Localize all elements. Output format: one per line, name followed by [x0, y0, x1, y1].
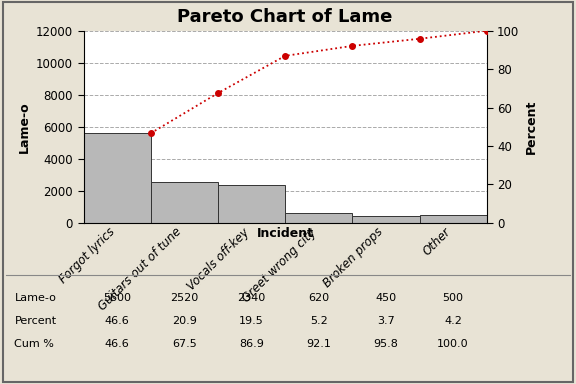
Text: 3.7: 3.7: [377, 316, 395, 326]
Bar: [218, 185, 285, 223]
Y-axis label: Percent: Percent: [525, 99, 538, 154]
Title: Pareto Chart of Lame: Pareto Chart of Lame: [177, 8, 393, 26]
Text: Percent: Percent: [14, 316, 56, 326]
Text: 4.2: 4.2: [444, 316, 462, 326]
Bar: [285, 213, 353, 223]
Text: 620: 620: [308, 293, 329, 303]
Text: 2340: 2340: [237, 293, 266, 303]
Text: 67.5: 67.5: [172, 339, 196, 349]
Text: 100.0: 100.0: [437, 339, 469, 349]
Text: 450: 450: [376, 293, 396, 303]
Text: Cum %: Cum %: [14, 339, 54, 349]
Text: 95.8: 95.8: [373, 339, 399, 349]
Text: 5.2: 5.2: [310, 316, 328, 326]
Bar: [151, 182, 218, 223]
Text: Incident: Incident: [257, 227, 313, 240]
Text: 92.1: 92.1: [306, 339, 331, 349]
Text: 86.9: 86.9: [239, 339, 264, 349]
Bar: [419, 215, 487, 223]
Text: 19.5: 19.5: [239, 316, 264, 326]
Text: 5600: 5600: [103, 293, 131, 303]
Text: 2520: 2520: [170, 293, 199, 303]
Text: 20.9: 20.9: [172, 316, 197, 326]
Y-axis label: Lame-o: Lame-o: [17, 101, 31, 152]
Bar: [353, 215, 419, 223]
Bar: [84, 133, 151, 223]
Text: 500: 500: [442, 293, 464, 303]
Text: 46.6: 46.6: [105, 316, 130, 326]
Text: 46.6: 46.6: [105, 339, 130, 349]
Text: Lame-o: Lame-o: [14, 293, 56, 303]
